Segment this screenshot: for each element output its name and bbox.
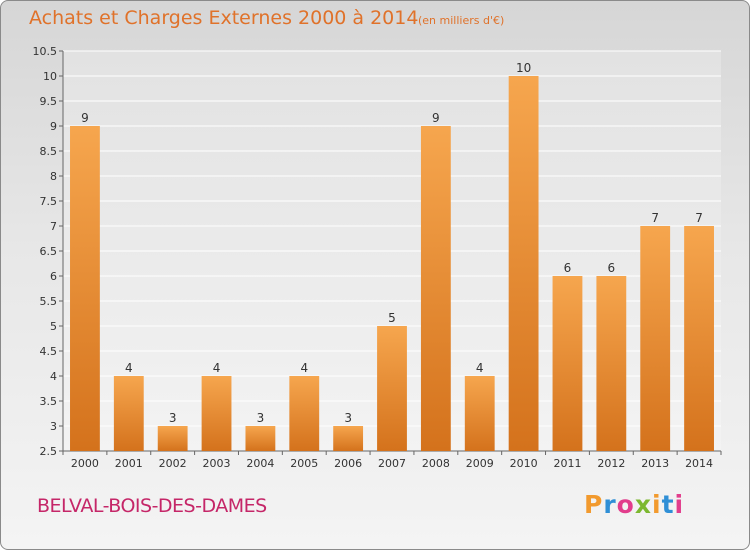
data-label: 7 [651, 211, 659, 225]
x-tick-label: 2011 [553, 457, 581, 470]
data-label: 4 [300, 361, 308, 375]
chart-subtitle: (en milliers d'€) [418, 14, 505, 27]
x-tick-label: 2010 [510, 457, 538, 470]
bar-2010 [508, 76, 539, 451]
y-tick-label: 8.5 [40, 145, 58, 158]
x-tick-label: 2012 [597, 457, 625, 470]
data-label: 3 [169, 411, 177, 425]
logo-letter: i [674, 490, 685, 519]
logo-letter: o [616, 490, 635, 519]
data-label: 9 [81, 111, 89, 125]
x-tick-label: 2001 [115, 457, 143, 470]
data-label: 6 [564, 261, 572, 275]
bar-2004 [245, 426, 276, 451]
x-tick-label: 2007 [378, 457, 406, 470]
data-label: 10 [516, 61, 531, 75]
bar-2009 [464, 376, 495, 451]
y-tick-label: 7.5 [40, 195, 58, 208]
logo-letter: r [603, 490, 617, 519]
y-tick-label: 9 [50, 120, 57, 133]
data-label: 4 [476, 361, 484, 375]
data-label: 7 [695, 211, 703, 225]
y-tick-label: 3 [50, 420, 57, 433]
y-tick-label: 4 [50, 370, 57, 383]
x-tick-label: 2003 [203, 457, 231, 470]
bar-2000 [70, 126, 100, 451]
commune-name: BELVAL-BOIS-DES-DAMES [37, 495, 267, 517]
bar-2007 [377, 326, 407, 451]
x-tick-label: 2013 [641, 457, 669, 470]
x-tick-label: 2002 [159, 457, 187, 470]
bar-2001 [113, 376, 144, 451]
bar-2002 [157, 426, 188, 451]
x-tick-label: 2005 [290, 457, 318, 470]
data-label: 9 [432, 111, 440, 125]
data-label: 4 [125, 361, 133, 375]
bar-2012 [596, 276, 627, 451]
y-tick-label: 5.5 [40, 295, 58, 308]
bar-2006 [333, 426, 364, 451]
chart-title: Achats et Charges Externes 2000 à 2014 [29, 7, 419, 29]
y-tick-label: 5 [50, 320, 57, 333]
bar-2014 [684, 226, 714, 451]
x-tick-label: 2006 [334, 457, 362, 470]
bar-2003 [201, 376, 232, 451]
x-tick-label: 2004 [246, 457, 274, 470]
logo-letter: x [634, 490, 652, 519]
data-label: 3 [344, 411, 352, 425]
data-label: 4 [213, 361, 221, 375]
logo-letter: t [661, 490, 675, 519]
proxiti-logo: Proxiti [584, 490, 684, 519]
y-tick-label: 2.5 [40, 445, 58, 458]
data-label: 6 [608, 261, 616, 275]
y-tick-label: 6.5 [40, 245, 58, 258]
y-tick-label: 6 [50, 270, 57, 283]
y-tick-label: 9.5 [40, 95, 58, 108]
y-tick-label: 3.5 [40, 395, 58, 408]
data-label: 3 [257, 411, 265, 425]
bar-2011 [552, 276, 583, 451]
logo-letter: i [652, 490, 662, 519]
bar-2005 [289, 376, 320, 451]
x-tick-label: 2000 [71, 457, 99, 470]
x-tick-label: 2014 [685, 457, 713, 470]
y-tick-label: 8 [50, 170, 57, 183]
x-tick-label: 2008 [422, 457, 450, 470]
bar-2013 [640, 226, 671, 451]
logo-letter: P [584, 490, 604, 519]
y-tick-label: 4.5 [40, 345, 58, 358]
data-label: 5 [388, 311, 396, 325]
y-tick-label: 10 [43, 70, 57, 83]
y-tick-label: 10.5 [33, 45, 58, 58]
y-tick-label: 7 [50, 220, 57, 233]
bar-2008 [420, 126, 451, 451]
x-tick-label: 2009 [466, 457, 494, 470]
